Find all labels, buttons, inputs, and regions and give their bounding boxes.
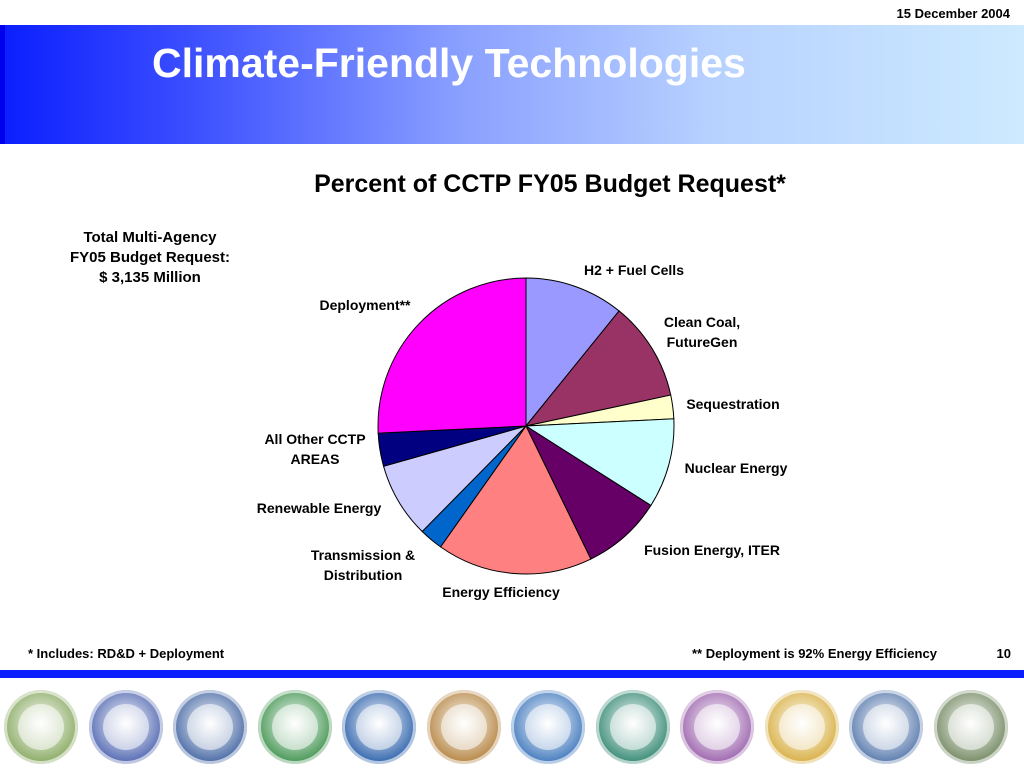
pie-slice-h2-fuel-cells [525,277,620,428]
slice-label-fusion-energy-iter: Fusion Energy, ITER [644,542,780,558]
page-number: 10 [996,646,1011,661]
slice-label-sequestration: Sequestration [686,396,779,412]
seal-defense-icon [173,690,247,764]
page-title: Climate-Friendly Technologies [152,40,746,86]
seal-executive-office-icon [933,690,1008,764]
banner-edge [0,25,5,144]
pie-slice-deployment [377,277,527,434]
seal-emblem [947,704,994,750]
slice-label-clean-coal-futuregen: Clean Coal, FutureGen [664,314,740,350]
seal-epa-icon [595,690,670,764]
footer-bar [0,670,1024,678]
footnote-left: * Includes: RD&D + Deployment [28,646,225,661]
seal-emblem [440,704,487,750]
agency-seals-row [0,680,1024,768]
slice-label-h2-fuel-cells: H2 + Fuel Cells [584,262,684,278]
footnote-right: ** Deployment is 92% Energy Efficiency [692,646,937,661]
title-banner [0,25,1024,144]
chart-title: Percent of CCTP FY05 Budget Request* [314,170,786,198]
pie-chart: H2 + Fuel Cells Clean Coal, FutureGen Seque… [257,262,788,600]
total-budget-box: Total Multi-Agency FY05 Budget Request: … [40,228,260,288]
total-line-2: FY05 Budget Request: [69,249,231,266]
pie-slice-clean-coal-futuregen [524,310,672,427]
seal-state-icon [849,690,923,764]
seal-transportation-icon [511,690,585,764]
seal-nasa-icon [680,690,754,764]
slice-label-deployment: Deployment** [319,297,411,313]
date-label: 15 December 2004 [896,6,1010,21]
seal-interior-icon [426,690,501,764]
seal-emblem [525,704,571,750]
total-line-3: $ 3,135 Million [99,269,201,286]
seal-emblem [187,704,233,750]
seal-emblem [609,704,656,750]
seal-emblem [778,704,825,750]
seal-health-icon [342,690,416,764]
seal-emblem [694,704,740,750]
total-line-1: Total Multi-Agency [83,229,217,246]
pie-slice-nuclear-energy [524,418,675,507]
slice-label-energy-efficiency: Energy Efficiency [442,584,560,600]
seal-energy-icon [257,690,332,764]
seal-commerce-icon [88,690,163,764]
seal-emblem [18,704,64,750]
seal-emblem [102,704,149,750]
seal-emblem [356,704,402,750]
slice-label-nuclear-energy: Nuclear Energy [685,460,788,476]
seal-emblem [271,704,318,750]
seal-agriculture-icon [4,690,78,764]
seal-nsf-icon [764,690,839,764]
slice-label-transmission-distribution: Transmission & Distribution [311,547,415,583]
pie-slice-energy-efficiency [439,425,592,575]
slice-label-all-other-cctp-areas: All Other CCTP AREAS [264,431,365,467]
seal-emblem [863,704,909,750]
pie-slice-fusion-energy-iter [524,424,652,560]
slice-label-renewable-energy: Renewable Energy [257,500,382,516]
